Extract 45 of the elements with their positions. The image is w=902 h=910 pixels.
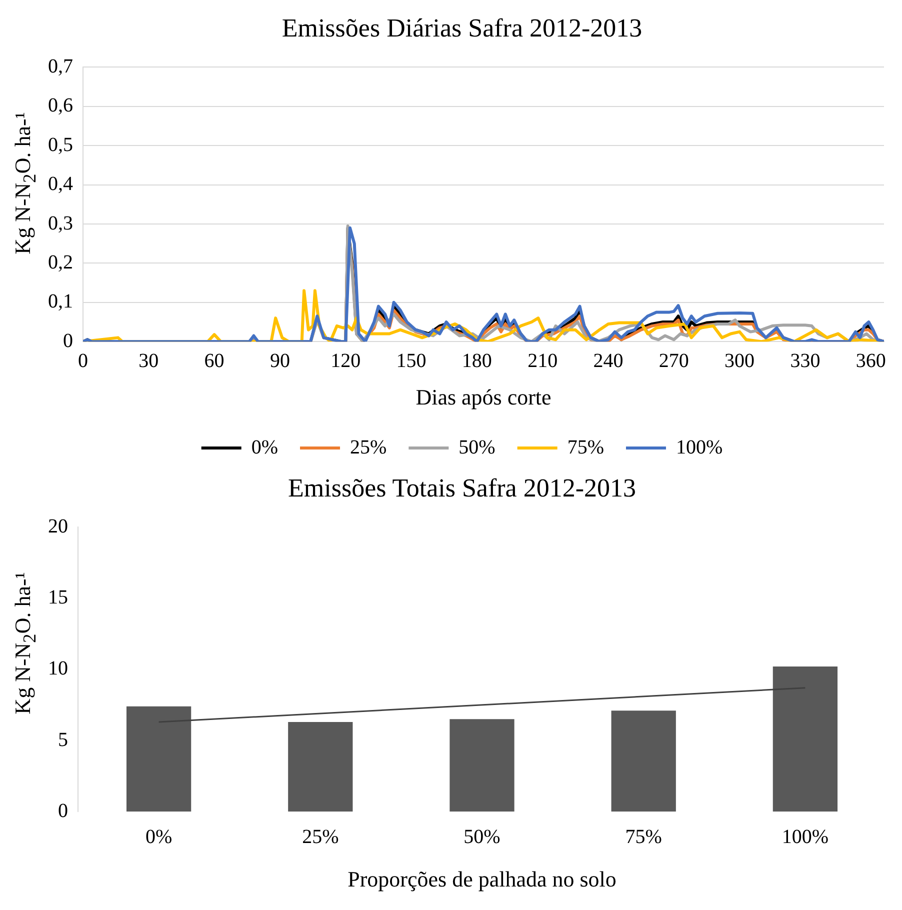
- x-tick-label: 240: [593, 350, 624, 372]
- legend-label: 50%: [458, 436, 496, 458]
- bar: [126, 706, 192, 812]
- x-tick-label: 25%: [302, 826, 339, 848]
- y-tick-label: 0,6: [48, 94, 73, 117]
- y-tick-label: 10: [48, 658, 68, 680]
- bar: [450, 719, 514, 812]
- legend-label: 75%: [567, 436, 604, 458]
- x-tick-label: 0%: [145, 826, 172, 848]
- y-tick-label: 0: [63, 330, 73, 352]
- x-tick-label: 120: [330, 350, 361, 372]
- y-tick-label: 0: [58, 800, 68, 822]
- chart-title: Emissões Diárias Safra 2012-2013: [282, 13, 642, 42]
- y-tick-label: 0,2: [48, 251, 73, 274]
- x-tick-label: 180: [462, 350, 492, 372]
- x-tick-label: 100%: [782, 826, 829, 848]
- y-tick-label: 5: [58, 728, 68, 751]
- y-tick-label: 15: [48, 586, 68, 609]
- x-tick-label: 50%: [464, 826, 500, 848]
- x-tick-label: 210: [528, 350, 558, 372]
- x-tick-label: 330: [790, 350, 820, 372]
- legend-label: 0%: [251, 436, 278, 458]
- legend-label: 100%: [676, 436, 723, 458]
- bar: [772, 666, 838, 812]
- x-tick-label: 30: [138, 350, 159, 372]
- y-tick-label: 0,3: [48, 212, 73, 234]
- y-tick-label: 0,5: [48, 134, 73, 156]
- y-tick-label: 0,1: [48, 290, 73, 313]
- bar: [288, 722, 353, 812]
- bar: [611, 710, 676, 812]
- x-tick-label: 360: [856, 350, 886, 372]
- x-axis-title: Dias após corte: [416, 384, 552, 410]
- x-tick-label: 60: [204, 350, 224, 372]
- x-tick-label: 150: [396, 350, 426, 372]
- x-tick-label: 90: [270, 350, 290, 372]
- x-tick-label: 75%: [625, 826, 662, 848]
- x-tick-label: 0: [78, 350, 88, 372]
- y-tick-label: 0,4: [48, 173, 73, 196]
- y-tick-label: 0,7: [48, 55, 73, 78]
- legend-label: 25%: [350, 436, 387, 458]
- x-tick-label: 300: [724, 350, 755, 372]
- x-axis-title: Proporções de palhada no solo: [348, 866, 616, 892]
- x-tick-label: 270: [658, 350, 689, 372]
- chart-title: Emissões Totais Safra 2012-2013: [288, 473, 636, 502]
- y-tick-label: 20: [48, 515, 68, 538]
